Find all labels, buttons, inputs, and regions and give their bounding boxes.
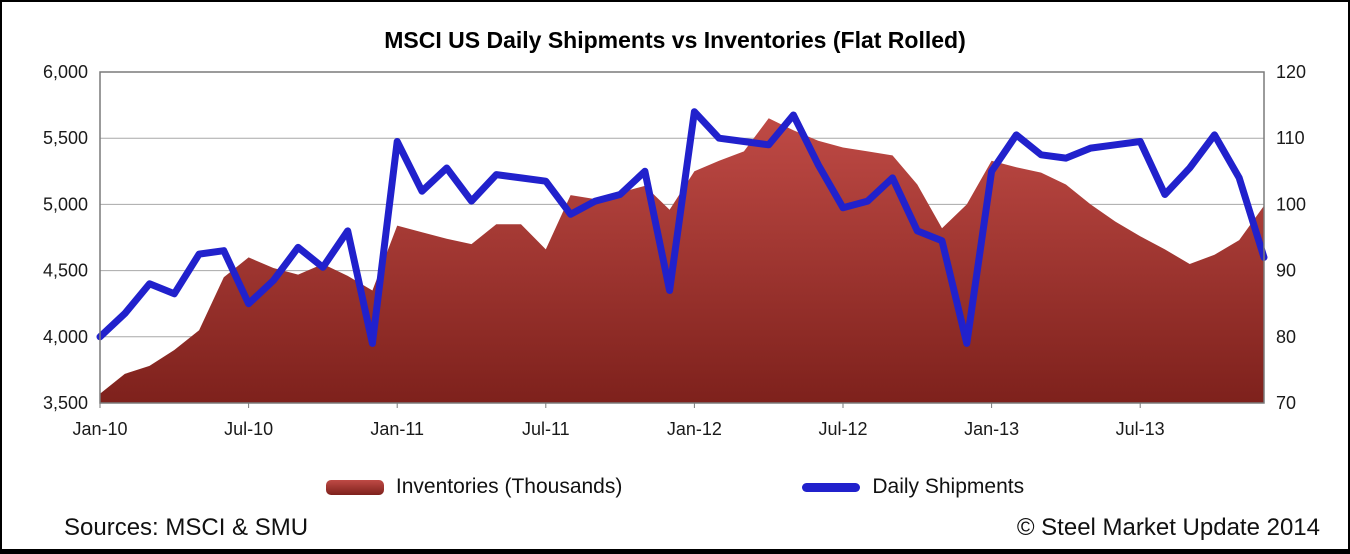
copyright-text: © Steel Market Update 2014 [1016, 514, 1320, 541]
shipments-swatch-icon [802, 482, 861, 492]
chart-canvas: 3,500 4,000 4,500 5,000 5,500 6,000 70 80 90 100 1… [43, 62, 1306, 439]
inventories-area [100, 118, 1264, 404]
x-axis-tick-label: Jan-11 [370, 419, 424, 439]
x-axis-tick-label: Jul-10 [224, 419, 273, 439]
x-axis-tick-label: Jul-11 [522, 419, 570, 439]
x-axis-tick-label: Jul-13 [1116, 419, 1165, 439]
legend-item-shipments: Daily Shipments [802, 475, 1024, 499]
x-axis-tick-label: Jan-13 [964, 419, 1019, 439]
left-axis-tick-label: 3,500 [43, 393, 88, 413]
left-axis-tick-label: 5,500 [43, 128, 88, 148]
plot-border [99, 71, 1265, 404]
left-axis-tick-label: 5,000 [43, 194, 88, 214]
x-axis-tick-label: Jan-10 [72, 419, 127, 439]
x-axis-tick-label: Jul-12 [818, 419, 867, 439]
left-axis-tick-label: 6,000 [43, 62, 88, 82]
right-axis-tick-label: 100 [1276, 194, 1306, 214]
x-axis-tick-label: Jan-12 [667, 419, 722, 439]
legend: Inventories (Thousands) Daily Shipments [2, 468, 1348, 506]
chart-footer: Sources: MSCI & SMU © Steel Market Updat… [2, 514, 1348, 542]
right-axis-tick-label: 70 [1276, 393, 1296, 413]
right-axis-tick-label: 90 [1276, 261, 1296, 281]
left-axis-tick-label: 4,500 [43, 261, 88, 281]
chart-title: MSCI US Daily Shipments vs Inventories (… [384, 27, 966, 53]
shipments-line [96, 108, 1268, 347]
right-axis-tick-label: 110 [1276, 128, 1305, 148]
left-axis-tick-label: 4,000 [43, 327, 88, 347]
legend-item-inventories: Inventories (Thousands) [325, 475, 623, 499]
right-axis-tick-label: 120 [1276, 62, 1306, 82]
inventories-swatch-icon [325, 479, 384, 495]
right-axis-tick-label: 80 [1276, 327, 1296, 347]
legend-label-inventories: Inventories (Thousands) [395, 475, 623, 498]
legend-label-shipments: Daily Shipments [872, 475, 1025, 498]
sources-text: Sources: MSCI & SMU [64, 514, 309, 541]
